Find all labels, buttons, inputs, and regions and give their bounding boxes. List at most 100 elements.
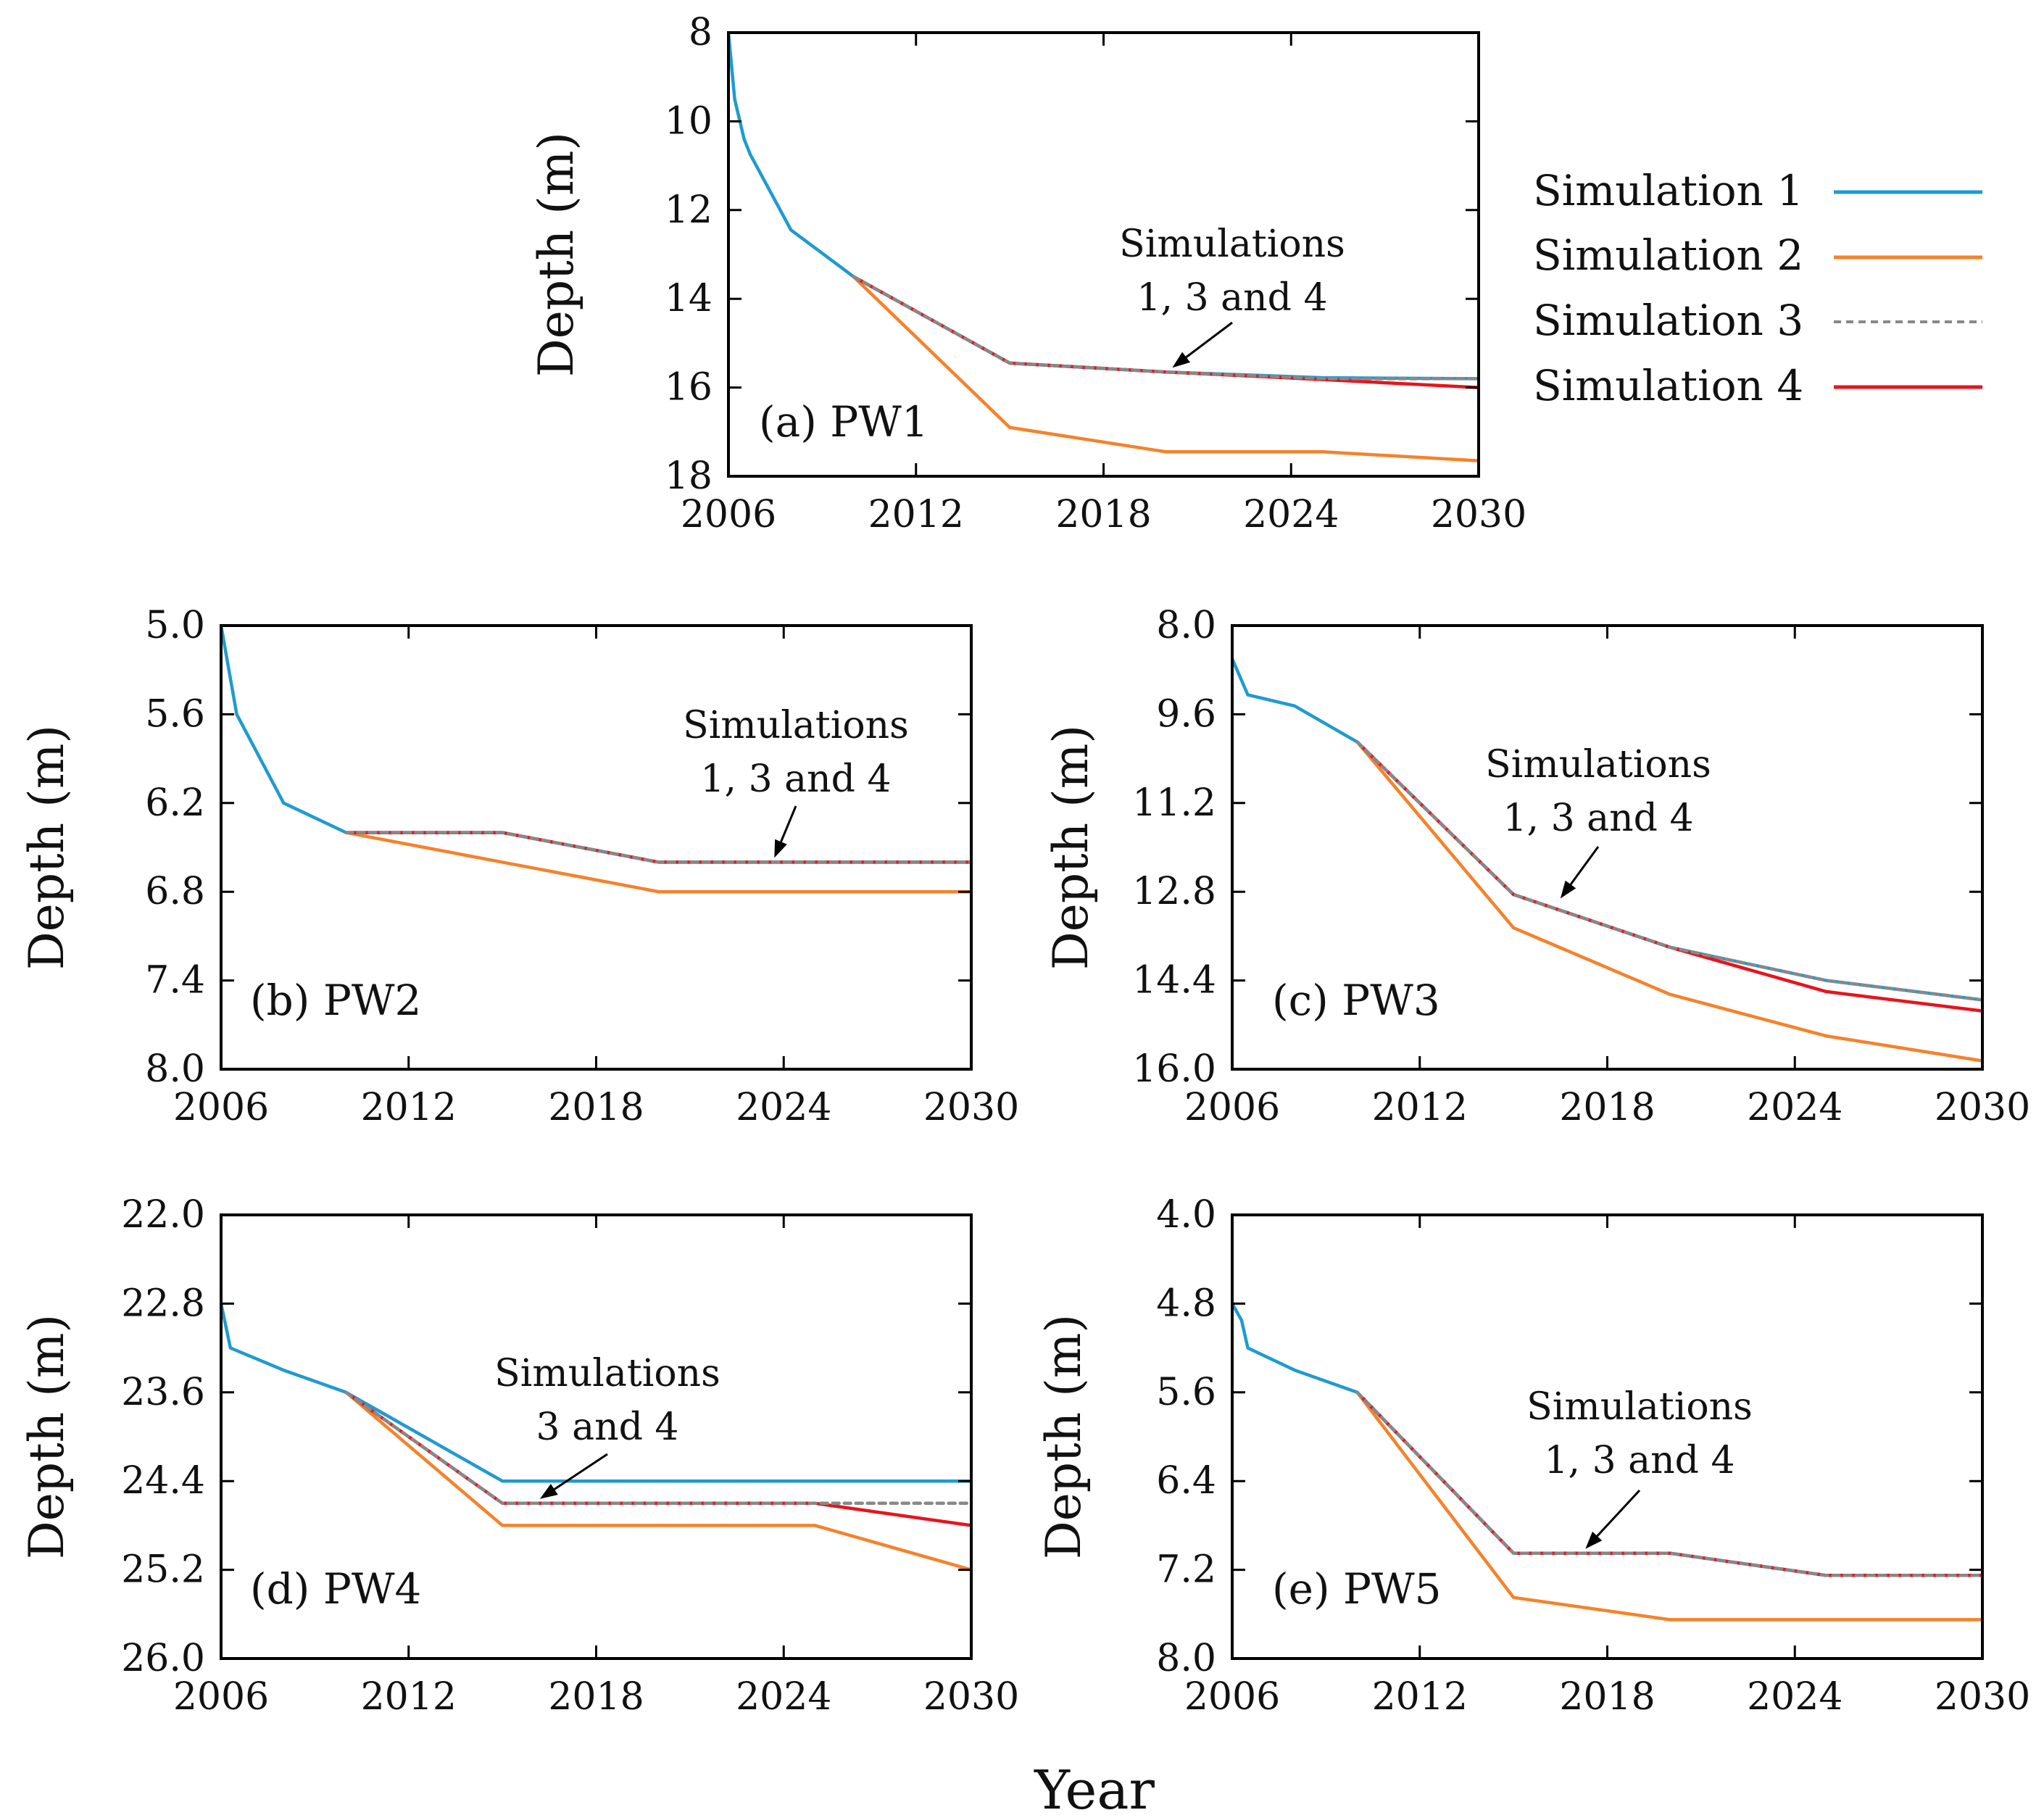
- y-tick-label: 23.6: [121, 1371, 205, 1414]
- annotation-line-1: Simulations: [683, 704, 909, 747]
- series-line-simulation-3: [1355, 740, 1982, 1002]
- x-tick-label: 2006: [1184, 1086, 1280, 1129]
- annotation-line-2: 1, 3 and 4: [1544, 1439, 1735, 1482]
- y-tick-label: 16.0: [1132, 1047, 1216, 1091]
- x-tick-label: 2012: [361, 1675, 457, 1719]
- y-tick-label: 12: [665, 188, 713, 232]
- y-tick-label: 16: [665, 366, 713, 410]
- y-tick-label: 5.6: [1156, 1371, 1216, 1414]
- y-tick-label: 14.4: [1132, 959, 1216, 1003]
- y-tick-label: 8.0: [1156, 604, 1216, 647]
- series-line-simulation-2: [1355, 1390, 1982, 1622]
- legend-entry-simulation-4: Simulation 4: [1533, 361, 1982, 410]
- legend-entry-simulation-2: Simulation 2: [1533, 231, 1982, 280]
- y-tick-label: 8: [689, 11, 713, 54]
- x-tick-label: 2006: [1184, 1675, 1280, 1719]
- annotation-line-1: Simulations: [1526, 1385, 1753, 1429]
- y-tick-label: 4.8: [1156, 1282, 1216, 1325]
- y-axis-label: Depth (m): [1036, 1314, 1092, 1559]
- annotation-arrowhead: [1560, 880, 1576, 899]
- y-tick-label: 7.4: [145, 959, 205, 1003]
- panel-pw3: 2006 2012 2018 2024 2030 8.0 9.6 11.2 12.8 14.4 16…: [1043, 604, 2030, 1129]
- annotation-arrow: [1569, 846, 1600, 885]
- y-tick-label: 7.2: [1156, 1548, 1216, 1592]
- annotation-line-2: 1, 3 and 4: [1137, 276, 1327, 320]
- series-line-simulation-1: [221, 1302, 971, 1483]
- panel-label: (a) PW1: [759, 397, 928, 447]
- x-tick-label: 2024: [736, 1675, 831, 1719]
- y-tick-label: 6.4: [1156, 1459, 1216, 1503]
- y-tick-label: 8.0: [1156, 1637, 1216, 1680]
- x-tick-label: 2018: [1055, 493, 1151, 536]
- x-tick-label: 2018: [548, 1675, 644, 1719]
- legend-entry-simulation-1: Simulation 1: [1533, 166, 1982, 215]
- x-tick-label: 2030: [1431, 493, 1526, 536]
- x-tick-label: 2024: [736, 1086, 831, 1129]
- panel-pw1: 2006 2012 2018 2024 2030 8 10 12 14 16 18 Depth (m…: [528, 11, 1526, 536]
- legend-label: Simulation 3: [1533, 296, 1803, 345]
- panel-label: (b) PW2: [250, 976, 421, 1025]
- y-tick-label: 5.0: [145, 604, 205, 647]
- annotation-arrowhead: [1172, 352, 1190, 368]
- annotation-arrow: [1596, 1489, 1641, 1537]
- annotation-line-1: Simulations: [1485, 743, 1711, 786]
- y-axis-label: Depth (m): [19, 1314, 75, 1559]
- x-tick-label: 2030: [1935, 1086, 2030, 1129]
- y-tick-label: 14: [665, 277, 713, 320]
- series-line-simulation-3: [852, 275, 1479, 381]
- y-tick-label: 26.0: [121, 1637, 205, 1680]
- x-tick-label: 2018: [1559, 1086, 1655, 1129]
- annotation-arrowhead: [539, 1484, 558, 1499]
- y-axis-label: Depth (m): [19, 725, 75, 970]
- x-tick-label: 2018: [1559, 1675, 1655, 1719]
- y-tick-label: 25.2: [121, 1548, 205, 1592]
- x-tick-label: 2030: [923, 1086, 1019, 1129]
- series-line-simulation-3: [344, 831, 971, 864]
- series-line-simulation-1: [728, 33, 1479, 381]
- panel-label: (c) PW3: [1272, 976, 1440, 1025]
- x-tick-label: 2012: [361, 1086, 457, 1129]
- y-tick-label: 22.8: [121, 1282, 205, 1325]
- annotation-line-2: 1, 3 and 4: [700, 758, 891, 801]
- series-line-simulation-2: [344, 1390, 971, 1572]
- legend-label: Simulation 1: [1533, 166, 1803, 215]
- panel-pw2: 2006 2012 2018 2024 2030 5.0 5.6 6.2 6.8 7.4 8.0 D…: [19, 604, 1019, 1129]
- series-line-simulation-2: [1355, 740, 1982, 1063]
- x-tick-label: 2030: [923, 1675, 1019, 1719]
- annotation-line-1: Simulations: [494, 1352, 720, 1395]
- y-tick-label: 24.4: [121, 1459, 205, 1503]
- x-tick-label: 2024: [1243, 493, 1339, 536]
- x-tick-label: 2012: [1372, 1086, 1468, 1129]
- panel-pw5: 2006 2012 2018 2024 2030 4.0 4.8 5.6 6.4 7.2 8.0 D…: [1036, 1193, 2030, 1719]
- y-tick-label: 22.0: [121, 1193, 205, 1237]
- annotation-line-1: Simulations: [1119, 223, 1345, 266]
- y-tick-label: 6.2: [145, 781, 205, 825]
- y-tick-label: 10: [665, 99, 713, 143]
- series-line-simulation-3: [1355, 1390, 1982, 1577]
- x-tick-label: 2012: [868, 493, 964, 536]
- y-axis-label: Depth (m): [528, 132, 584, 377]
- legend-entry-simulation-3: Simulation 3: [1533, 296, 1982, 345]
- panel-pw4: 2006 2012 2018 2024 2030 22.0 22.8 23.6 24.4 25.2…: [19, 1193, 1019, 1719]
- x-tick-label: 2024: [1747, 1086, 1842, 1129]
- annotation-line-2: 3 and 4: [536, 1406, 678, 1449]
- legend-label: Simulation 4: [1533, 361, 1803, 410]
- panel-label: (e) PW5: [1272, 1564, 1442, 1614]
- x-tick-label: 2006: [173, 1675, 269, 1719]
- y-axis-label: Depth (m): [1043, 725, 1099, 970]
- annotation-arrowhead: [774, 839, 787, 858]
- y-tick-label: 18: [665, 454, 713, 498]
- annotation-arrow: [1185, 321, 1233, 358]
- series-line-simulation-2: [852, 275, 1479, 462]
- annotation-arrow: [780, 805, 797, 842]
- y-tick-label: 11.2: [1132, 781, 1216, 825]
- annotation-arrow: [554, 1453, 608, 1490]
- legend: Simulation 1 Simulation 2 Simulation 3 S…: [1533, 166, 1982, 410]
- panel-label: (d) PW4: [250, 1564, 421, 1614]
- legend-label: Simulation 2: [1533, 231, 1803, 280]
- x-tick-label: 2030: [1935, 1675, 2030, 1719]
- x-axis-label: Year: [1034, 1759, 1155, 1818]
- y-tick-label: 12.8: [1132, 870, 1216, 913]
- x-tick-label: 2006: [173, 1086, 269, 1129]
